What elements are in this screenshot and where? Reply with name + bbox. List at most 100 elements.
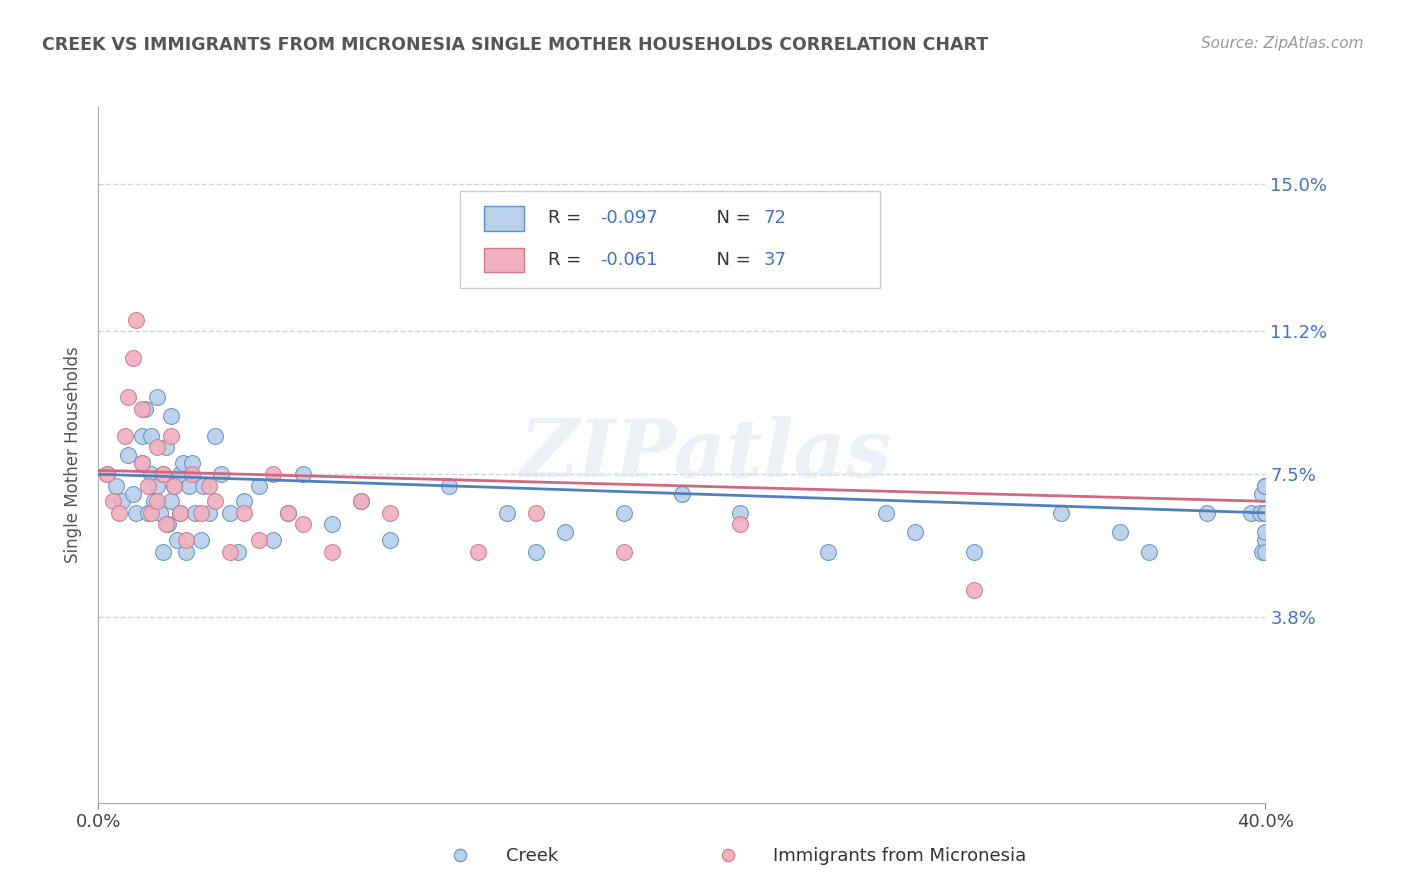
Point: [717, 847, 740, 862]
Point: [190, 533, 212, 547]
Text: ZIPatlas: ZIPatlas: [519, 417, 891, 493]
Point: [169, 506, 191, 520]
Point: [204, 428, 226, 442]
Point: [157, 517, 180, 532]
Point: [169, 467, 191, 482]
Point: [875, 506, 897, 520]
Point: [233, 494, 256, 508]
Text: Creek: Creek: [506, 847, 558, 865]
Point: [114, 428, 136, 442]
Point: [1240, 506, 1263, 520]
Point: [146, 440, 169, 454]
Point: [496, 506, 519, 520]
Point: [962, 544, 984, 558]
Point: [262, 533, 284, 547]
Point: [380, 506, 402, 520]
Point: [524, 544, 547, 558]
Point: [104, 479, 127, 493]
Point: [730, 517, 752, 532]
Point: [122, 351, 145, 366]
Point: [117, 390, 139, 404]
Point: [160, 428, 183, 442]
Point: [190, 506, 212, 520]
Point: [1254, 544, 1277, 558]
Point: [193, 479, 215, 493]
Point: [437, 479, 460, 493]
Point: [172, 456, 194, 470]
Point: [291, 467, 314, 482]
Point: [142, 494, 165, 508]
Point: [1251, 486, 1274, 500]
Point: [291, 517, 314, 532]
Point: [152, 467, 174, 482]
Point: [108, 506, 131, 520]
Point: [730, 506, 752, 520]
Point: [155, 517, 177, 532]
Point: [146, 494, 169, 508]
Point: [139, 506, 162, 520]
Point: [1249, 506, 1271, 520]
Point: [146, 390, 169, 404]
Point: [122, 486, 145, 500]
Point: [1137, 544, 1160, 558]
Y-axis label: Single Mother Households: Single Mother Households: [65, 347, 83, 563]
Point: [817, 544, 839, 558]
Point: [131, 428, 153, 442]
Text: R =: R =: [548, 210, 586, 227]
Point: [134, 401, 156, 416]
Point: [139, 467, 162, 482]
Point: [524, 506, 547, 520]
Point: [117, 448, 139, 462]
Point: [233, 506, 256, 520]
Text: CREEK VS IMMIGRANTS FROM MICRONESIA SINGLE MOTHER HOUSEHOLDS CORRELATION CHART: CREEK VS IMMIGRANTS FROM MICRONESIA SING…: [42, 36, 988, 54]
Point: [277, 506, 299, 520]
Point: [125, 312, 148, 326]
Point: [277, 506, 299, 520]
Point: [163, 479, 186, 493]
Point: [904, 525, 927, 540]
Point: [96, 467, 118, 482]
Text: Source: ZipAtlas.com: Source: ZipAtlas.com: [1201, 36, 1364, 51]
FancyBboxPatch shape: [484, 206, 524, 230]
Point: [218, 544, 240, 558]
Point: [146, 479, 169, 493]
Point: [131, 401, 153, 416]
Point: [180, 456, 202, 470]
Point: [198, 479, 221, 493]
Point: [1254, 506, 1277, 520]
Point: [321, 517, 343, 532]
Point: [152, 544, 174, 558]
Point: [1251, 544, 1274, 558]
Point: [350, 494, 373, 508]
Point: [183, 506, 205, 520]
Point: [160, 494, 183, 508]
Point: [131, 456, 153, 470]
Point: [166, 533, 188, 547]
Point: [262, 467, 284, 482]
Point: [467, 544, 489, 558]
Text: -0.061: -0.061: [600, 252, 658, 269]
Point: [209, 467, 232, 482]
Text: R =: R =: [548, 252, 586, 269]
FancyBboxPatch shape: [460, 191, 880, 288]
Text: N =: N =: [706, 210, 756, 227]
Point: [163, 479, 186, 493]
Point: [136, 506, 159, 520]
FancyBboxPatch shape: [484, 248, 524, 272]
Point: [101, 494, 124, 508]
Point: [321, 544, 343, 558]
Point: [1254, 479, 1277, 493]
Point: [174, 544, 197, 558]
Point: [155, 440, 177, 454]
Point: [218, 506, 240, 520]
Point: [449, 847, 471, 862]
Point: [613, 506, 636, 520]
Point: [1195, 506, 1218, 520]
Point: [554, 525, 576, 540]
Point: [136, 479, 159, 493]
Point: [125, 506, 148, 520]
Text: 72: 72: [763, 210, 786, 227]
Point: [247, 533, 270, 547]
Text: 37: 37: [763, 252, 786, 269]
Point: [1050, 506, 1073, 520]
